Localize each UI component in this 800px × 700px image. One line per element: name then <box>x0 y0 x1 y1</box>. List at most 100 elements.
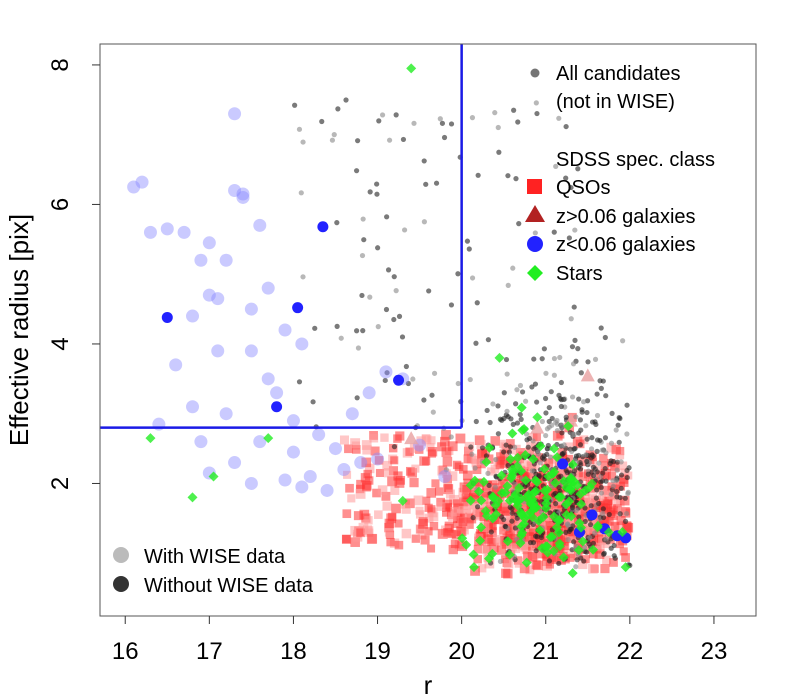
star-marker <box>536 543 547 554</box>
candidate-point <box>583 423 589 429</box>
candidate-point <box>411 120 417 126</box>
legend-label-low-z-galaxies: z<0.06 galaxies <box>556 234 696 256</box>
star-marker <box>577 536 588 547</box>
candidate-point <box>614 488 620 495</box>
qso-marker <box>343 470 352 479</box>
qso-marker <box>526 447 537 457</box>
candidate-point <box>384 214 390 220</box>
candidate-point <box>464 238 471 244</box>
y-tick-label: 4 <box>47 337 74 350</box>
candidate-point <box>515 119 521 125</box>
qso-marker <box>390 456 399 465</box>
candidate-point <box>441 134 448 141</box>
candidate-point <box>618 485 624 491</box>
circle-marker <box>379 365 393 379</box>
qso-marker <box>566 534 576 544</box>
x-tick-label: 20 <box>448 638 475 665</box>
qso-marker <box>369 433 379 443</box>
candidate-point <box>600 514 607 521</box>
qso-marker <box>370 446 380 456</box>
circle-marker <box>295 337 309 351</box>
qso-marker <box>450 539 460 549</box>
qso-marker <box>519 460 529 470</box>
circle-marker <box>211 344 225 358</box>
diamond-marker <box>494 352 505 363</box>
y-axis-label: Effective radius [pix] <box>4 214 34 446</box>
qso-marker <box>503 558 514 569</box>
candidate-point <box>546 404 552 411</box>
candidate-point <box>623 511 630 517</box>
qso-marker <box>547 553 557 562</box>
candidate-point <box>572 445 578 452</box>
qso-marker <box>564 442 574 451</box>
qso-marker <box>405 498 415 509</box>
candidate-point <box>511 107 517 113</box>
candidate-point <box>509 506 515 512</box>
qso-marker <box>415 524 426 535</box>
qso-marker <box>377 485 388 495</box>
candidate-point <box>571 431 577 438</box>
qso-marker <box>342 509 352 519</box>
candidate-point <box>503 442 509 448</box>
candidate-point <box>569 394 576 400</box>
candidate-point <box>532 230 538 236</box>
candidate-point <box>606 511 612 518</box>
circle-marker <box>586 509 598 521</box>
qso-marker <box>502 513 512 522</box>
candidate-point <box>400 136 407 143</box>
star-marker <box>553 527 564 538</box>
qso-marker <box>462 508 471 518</box>
qso-marker <box>605 517 614 526</box>
candidate-point <box>391 274 397 280</box>
candidate-point <box>533 533 539 539</box>
legend-label-with-wise: With WISE data <box>144 546 286 568</box>
star-marker <box>520 475 531 486</box>
qso-marker <box>388 466 399 476</box>
qso-marker <box>523 551 533 561</box>
qso-marker <box>350 537 360 547</box>
star-marker <box>576 499 587 510</box>
candidate-point <box>558 403 564 410</box>
candidate-point <box>518 416 524 422</box>
qso-marker <box>599 453 608 463</box>
legend-bottom-left: With WISE data Without WISE data <box>113 546 314 597</box>
qso-marker <box>345 483 354 493</box>
candidate-point <box>598 484 604 491</box>
qso-marker <box>481 488 491 498</box>
qso-marker <box>458 517 468 527</box>
candidate-point <box>569 505 576 511</box>
circle-marker <box>143 225 157 239</box>
qso-marker <box>424 513 434 523</box>
qso-marker <box>558 453 568 463</box>
candidate-point <box>505 462 511 469</box>
legend-marker-stars <box>527 265 543 281</box>
qso-marker <box>413 495 424 506</box>
qso-marker <box>591 503 601 513</box>
qso-marker <box>382 460 393 471</box>
qso-marker <box>525 565 535 575</box>
diamond-marker <box>549 443 560 454</box>
candidate-point <box>561 396 567 402</box>
candidate-point <box>507 444 514 450</box>
candidate-point <box>626 465 632 471</box>
candidate-point <box>329 137 336 143</box>
qso-marker <box>589 518 599 529</box>
candidate-point <box>495 403 501 409</box>
circle-marker <box>345 407 359 421</box>
star-marker <box>592 520 603 531</box>
circle-marker <box>261 281 275 295</box>
qso-marker <box>384 528 394 537</box>
circle-marker <box>244 302 258 316</box>
candidate-point <box>603 393 609 399</box>
circle-marker <box>286 445 300 459</box>
qso-marker <box>496 545 507 555</box>
candidate-point <box>541 346 547 352</box>
candidate-point <box>490 401 496 407</box>
candidate-point <box>592 530 598 536</box>
candidate-point <box>551 229 557 235</box>
candidate-point <box>353 168 360 174</box>
candidate-point <box>517 411 523 418</box>
triangle-marker <box>404 431 419 445</box>
qso-marker <box>509 514 519 523</box>
qso-marker <box>511 444 521 455</box>
